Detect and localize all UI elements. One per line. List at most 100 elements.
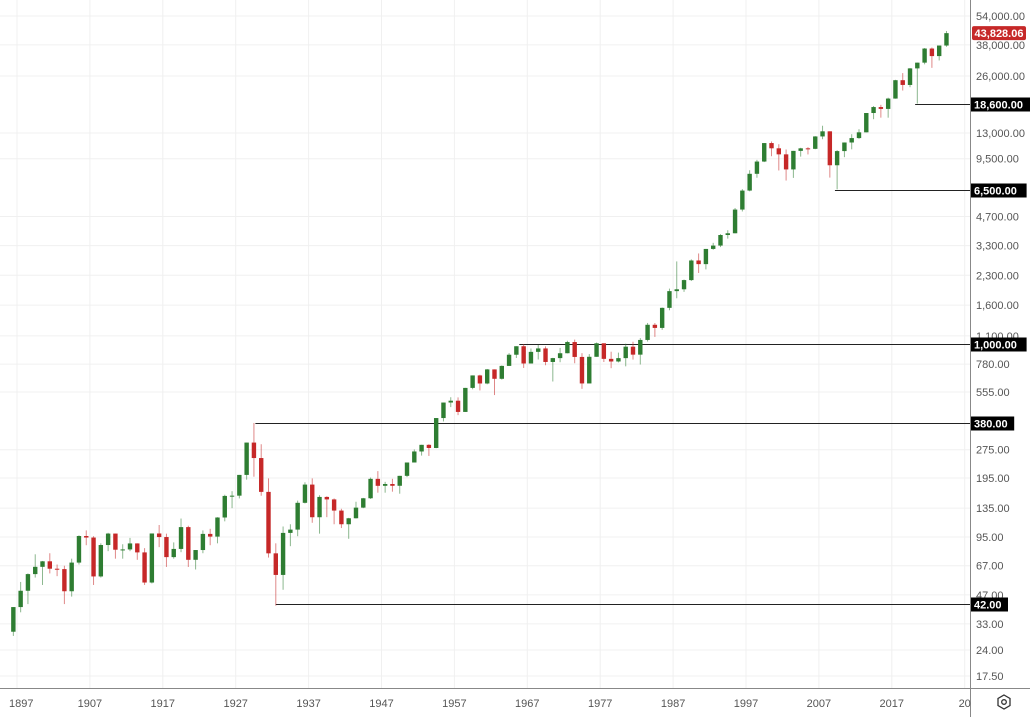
candle-body [433,418,439,448]
last-price-marker: 43,828.06 [972,26,1026,41]
candle-body [528,351,534,364]
candle-body [514,346,519,355]
candle-body [696,260,701,265]
candle-body [215,517,220,537]
candle-body [645,324,650,340]
candle-body [135,543,140,553]
candle-body [331,499,337,511]
year-tick-label: 1967 [515,698,539,710]
candle-body [426,444,432,448]
candle-body [361,498,366,508]
candle-body [638,339,643,355]
candle-body [783,154,789,170]
candle-body [84,536,89,538]
price-tick-label: 17.50 [976,671,1004,683]
candle-body [536,348,541,352]
candle-body [207,533,213,537]
year-tick-label: 1977 [588,698,612,710]
candle-body [543,348,548,362]
candle-body [120,549,125,551]
candle-body [62,569,67,592]
candle-body [762,143,767,162]
candle-body [725,233,730,236]
candle-body [864,113,869,133]
candle-body [827,131,833,166]
candle-body [302,484,308,503]
candle-body [805,148,811,150]
candle-body [732,209,738,234]
candle-body [769,143,774,149]
year-tick-label: 2007 [807,698,831,710]
candle-body [499,365,504,379]
candle-body [659,307,665,328]
year-tick-label: 20 [959,698,971,710]
candle-body [601,343,607,359]
candle-body [441,402,446,419]
candle-body [382,483,388,486]
horizontal-level-lines[interactable] [255,104,970,605]
candle-body [813,136,818,149]
candle-body [944,33,949,46]
candle-body [266,491,271,554]
price-tick-label: 3,300.00 [976,241,1019,253]
candle-body [324,496,330,500]
candle-body [105,533,111,546]
candle-body [40,561,45,567]
candle-body [113,533,118,550]
year-tick-label: 1917 [151,698,175,710]
candle-body [54,568,60,570]
settings-gear-icon[interactable] [995,693,1013,711]
candle-body [674,289,679,292]
candle-body [594,343,599,357]
candle-body [91,537,96,577]
candle-body [842,142,847,152]
candle-body [69,562,74,592]
candle-body [404,462,410,476]
candle-body [200,533,206,551]
candle-body [521,346,526,364]
candle-body [455,400,461,412]
candle-body [747,173,752,191]
time-axis[interactable]: 1897 1907 1917 1927 1937 1947 1957 1967 1977 1987… [9,698,971,710]
candle-body [550,358,556,362]
candle-body [936,45,942,57]
candle-body [572,342,577,357]
price-tick-label: 780.00 [976,359,1010,371]
candle-body [820,131,825,137]
candle-body [164,537,169,558]
candle-body [237,474,242,496]
candle-body [608,358,614,362]
candle-body [652,324,658,328]
level-label: 18,600.00 [974,100,1023,112]
candle-body [368,478,373,499]
candle-body [178,527,184,549]
candle-body [885,98,891,109]
candle-body [346,518,351,525]
candle-body [25,574,31,591]
level-badge [971,97,1030,112]
candle-body [171,548,176,558]
candle-body [397,475,402,486]
candle-body [776,148,782,155]
candle-body [907,68,913,85]
price-tick-label: 26,000.00 [976,71,1025,83]
candles [11,30,949,636]
candle-body [492,369,497,379]
price-tick-label: 1,600.00 [976,300,1019,312]
candle-body [127,543,133,550]
candle-body [718,235,723,246]
price-tick-label: 24.00 [976,645,1004,657]
candle-body [288,529,293,533]
candle-body [339,510,344,525]
candle-body [390,483,395,486]
candle-body [557,353,563,359]
price-tick-label: 95.00 [976,532,1004,544]
price-tick-label: 275.00 [976,445,1010,457]
candle-body [244,442,249,475]
candle-body [11,607,16,632]
candle-body [754,161,760,174]
candle-body [47,561,53,569]
candle-body [76,536,82,563]
candle-body [915,62,920,69]
